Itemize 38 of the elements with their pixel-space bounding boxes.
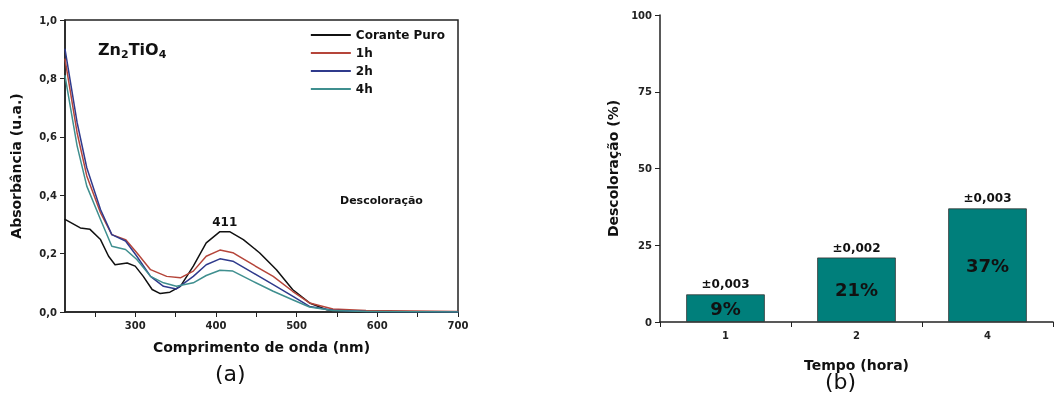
x-tick-label: 500 xyxy=(286,319,308,331)
annotation: ±0,003 xyxy=(701,277,750,292)
legend-label: Corante Puro xyxy=(355,28,446,42)
x-tick-label: 400 xyxy=(205,319,227,331)
bar xyxy=(686,294,765,322)
y-tick-label: 1,0 xyxy=(39,14,58,26)
x-tick-label: 700 xyxy=(447,319,469,331)
x-tick-label: 1 xyxy=(722,329,730,341)
legend-label: 4h xyxy=(355,82,373,96)
x-tick-label: 2 xyxy=(853,329,861,341)
y-tick-label: 0 xyxy=(645,316,653,328)
y-tick-label: 0,0 xyxy=(39,306,58,318)
data-label: 9% xyxy=(710,297,741,319)
bar xyxy=(817,257,896,322)
text: (a) xyxy=(215,360,246,386)
x-tick-label: 300 xyxy=(124,319,146,331)
y-tick-label: 0,2 xyxy=(39,248,58,260)
data-label: 37% xyxy=(965,254,1010,276)
annotation: 411 xyxy=(212,214,238,229)
data-label: 21% xyxy=(834,279,879,301)
x-tick-label: 600 xyxy=(366,319,388,331)
legend-label: 1h xyxy=(355,46,373,60)
annotation: ±0,003 xyxy=(963,191,1012,206)
y-axis-title: Descoloração (%) xyxy=(605,99,621,238)
x-tick-label: 4 xyxy=(984,329,992,341)
y-tick-label: 100 xyxy=(631,9,653,21)
y-tick-label: 75 xyxy=(638,86,653,98)
y-axis-title: Absorbância (u.a.) xyxy=(8,93,24,239)
y-tick-label: 50 xyxy=(638,163,653,174)
annotation: Descoloração xyxy=(340,194,424,207)
y-tick-label: 25 xyxy=(638,239,653,251)
x-axis-title: Comprimento de onda (nm) xyxy=(152,339,371,355)
bar xyxy=(948,208,1027,322)
y-tick-label: 0,4 xyxy=(39,189,58,201)
y-tick-label: 0,6 xyxy=(39,131,58,143)
legend-label: 2h xyxy=(355,64,373,78)
annotation: ±0,002 xyxy=(832,240,881,255)
y-tick-label: 0,8 xyxy=(39,72,58,84)
